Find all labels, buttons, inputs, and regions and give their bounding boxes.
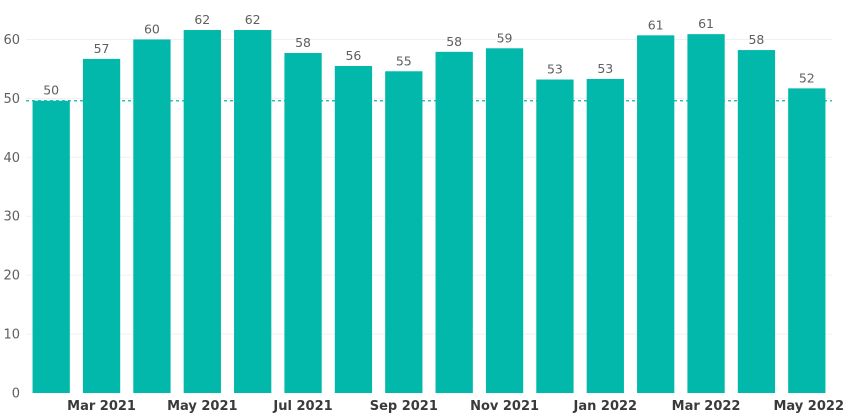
y-tick-label: 60 — [3, 33, 20, 48]
data-label: 60 — [144, 21, 160, 36]
data-label: 56 — [345, 48, 361, 63]
y-tick-label: 20 — [3, 269, 20, 284]
bar[interactable] — [637, 35, 675, 394]
bar[interactable] — [435, 51, 473, 393]
y-tick-label: 30 — [3, 210, 20, 225]
bar[interactable] — [234, 30, 272, 394]
bar[interactable] — [32, 100, 70, 393]
data-label: 58 — [295, 35, 311, 50]
data-label: 59 — [497, 30, 513, 45]
data-label: 52 — [799, 70, 815, 85]
bar[interactable] — [385, 71, 423, 393]
data-label: 53 — [597, 61, 613, 76]
bar[interactable] — [133, 39, 171, 393]
bar[interactable] — [82, 58, 121, 393]
data-label: 61 — [698, 16, 714, 31]
x-tick-label: May 2021 — [167, 399, 238, 414]
y-tick-label: 0 — [12, 387, 20, 402]
x-tick-label: Sep 2021 — [370, 399, 438, 414]
data-label: 53 — [547, 62, 563, 77]
bars — [32, 30, 826, 394]
bar[interactable] — [183, 30, 221, 394]
data-label: 62 — [245, 12, 261, 27]
bar[interactable] — [485, 48, 524, 394]
data-labels: 50 57 60 62 62 58 56 55 58 59 53 53 61 61 58 52 — [43, 12, 815, 98]
y-tick-label: 10 — [3, 328, 20, 343]
data-label: 57 — [94, 41, 110, 56]
bar[interactable] — [536, 79, 574, 393]
bar[interactable] — [687, 34, 725, 394]
x-axis: Mar 2021 May 2021 Jul 2021 Sep 2021 Nov 2021… — [67, 399, 844, 414]
y-tick-label: 50 — [3, 92, 20, 107]
data-label: 61 — [648, 17, 664, 32]
data-label: 50 — [43, 83, 59, 98]
data-label: 62 — [194, 12, 210, 27]
y-axis: 0 10 20 30 40 50 60 — [3, 33, 20, 402]
bar[interactable] — [586, 78, 624, 393]
bar[interactable] — [334, 65, 373, 393]
x-tick-label: Mar 2022 — [672, 399, 741, 414]
bar[interactable] — [788, 88, 826, 394]
y-tick-label: 40 — [3, 151, 20, 166]
bar[interactable] — [737, 50, 776, 394]
x-tick-label: Mar 2021 — [67, 399, 136, 414]
data-label: 58 — [446, 34, 462, 49]
bar[interactable] — [284, 53, 322, 393]
x-tick-label: Jul 2021 — [272, 399, 332, 414]
x-tick-label: Jan 2022 — [573, 399, 638, 414]
data-label: 58 — [748, 32, 764, 47]
x-tick-label: Nov 2021 — [470, 399, 539, 414]
x-tick-label: May 2022 — [774, 399, 845, 414]
data-label: 55 — [396, 53, 412, 68]
